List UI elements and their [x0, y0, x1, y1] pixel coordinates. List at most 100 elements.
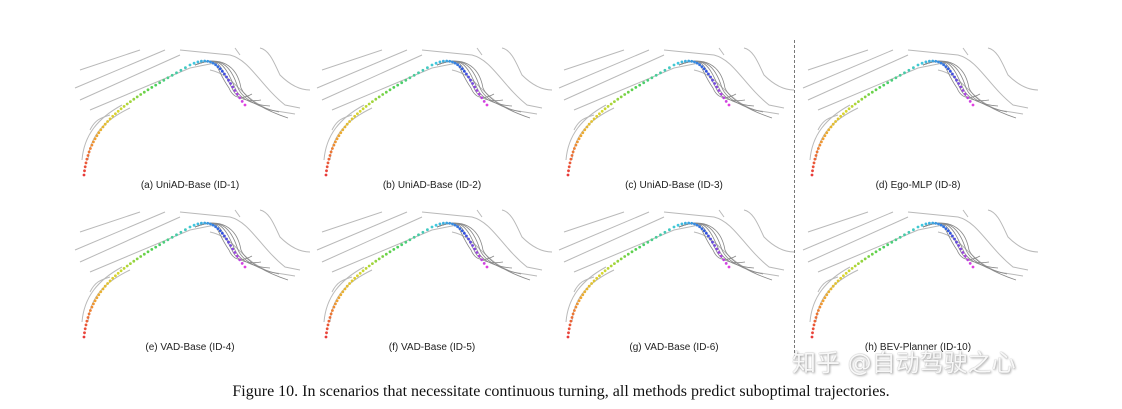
road-line	[573, 276, 595, 293]
trajectory-point	[825, 131, 829, 135]
trajectory-point	[595, 276, 599, 280]
trajectory-point	[690, 59, 694, 63]
trajectory-point	[567, 169, 570, 173]
scene-svg	[558, 209, 795, 339]
panel-label: (g) VAD-Base (ID-6)	[629, 342, 719, 353]
trajectory-point	[818, 143, 822, 147]
trajectory-point	[903, 233, 906, 237]
trajectory-point	[567, 331, 570, 335]
trajectory-point	[223, 72, 226, 76]
trajectory-point	[243, 265, 247, 269]
trajectory-point	[339, 293, 343, 297]
trajectory-point	[811, 169, 814, 173]
trajectory-point	[924, 222, 928, 226]
trajectory-point	[820, 302, 823, 306]
trajectory-point	[654, 235, 658, 239]
trajectory-point	[634, 248, 638, 251]
trajectory-point	[646, 240, 650, 244]
trajectory-point	[326, 161, 330, 165]
trajectory-point	[812, 323, 816, 327]
trajectory-point	[609, 264, 613, 268]
trajectory-point	[223, 234, 226, 238]
trajectory-point	[325, 327, 329, 331]
trajectory-point	[448, 221, 452, 225]
trajectory-point	[122, 267, 126, 270]
trajectory-point	[114, 112, 117, 116]
trajectory-point	[592, 117, 596, 121]
trajectory-point	[569, 157, 573, 161]
trajectory-point	[659, 71, 662, 75]
trajectory-point	[870, 252, 874, 256]
trajectory-point	[188, 63, 192, 67]
trajectory-point	[829, 125, 833, 129]
trajectory-point	[473, 247, 477, 251]
trajectory-point	[129, 262, 132, 265]
trajectory-point	[928, 221, 931, 225]
trajectory-point	[353, 276, 357, 280]
road-line	[89, 276, 111, 293]
trajectory-point	[571, 312, 575, 316]
trajectory-point	[364, 267, 368, 270]
trajectory-point	[367, 264, 371, 268]
trajectory-point	[590, 282, 593, 285]
trajectory-point	[83, 165, 87, 169]
trajectory-point	[709, 237, 712, 241]
trajectory-point	[815, 312, 819, 316]
trajectory-point	[839, 114, 843, 118]
trajectory-point	[325, 331, 328, 335]
trajectory-point	[348, 120, 351, 123]
trajectory-point	[579, 296, 583, 300]
trajectory-point	[469, 240, 472, 244]
trajectory-point	[445, 59, 449, 63]
trajectory-point	[384, 90, 388, 94]
trajectory-point	[574, 143, 578, 147]
trajectory-point	[238, 258, 242, 262]
road-line	[817, 276, 839, 293]
trajectory-point	[939, 223, 943, 227]
road-line	[476, 209, 483, 218]
trajectory-point	[959, 247, 963, 251]
trajectory-point	[719, 254, 723, 258]
trajectory-point	[243, 103, 247, 107]
trajectory-point	[568, 161, 572, 165]
trajectory-point	[811, 331, 814, 335]
road-line	[331, 114, 353, 131]
trajectory-point	[86, 154, 90, 157]
trajectory-point	[668, 66, 671, 70]
trajectory-point	[585, 125, 589, 129]
trajectory-point	[663, 230, 667, 234]
trajectory-point	[570, 154, 574, 157]
trajectory-point	[626, 90, 630, 94]
predicted-path	[436, 222, 513, 269]
trajectory-point	[233, 89, 237, 92]
trajectory-point	[576, 140, 579, 144]
trajectory-point	[192, 223, 196, 227]
road-line	[987, 209, 1039, 253]
trajectory-point	[135, 257, 139, 261]
trajectory-point	[448, 59, 452, 63]
trajectory-point	[894, 76, 898, 80]
trajectory-point	[324, 335, 328, 339]
trajectory-point	[125, 102, 129, 106]
scene-svg	[74, 47, 311, 177]
trajectory-point	[722, 258, 726, 262]
trajectory-point	[179, 230, 183, 234]
trajectory-point	[166, 238, 170, 242]
road-line	[316, 211, 408, 251]
trajectory-point	[727, 103, 731, 107]
road-line	[234, 209, 241, 218]
trajectory-point	[613, 262, 616, 265]
trajectory-point	[576, 302, 579, 306]
panel-d: (d) Ego-MLP (ID-8)	[798, 10, 1039, 200]
panel-g: (g) VAD-Base (ID-6)	[554, 172, 795, 362]
road-line	[79, 216, 181, 263]
trajectory-point	[90, 143, 94, 147]
trajectory-point	[421, 230, 425, 234]
road-line	[807, 49, 869, 71]
panel-label: (c) UniAD-Base (ID-3)	[625, 180, 723, 191]
trajectory-point	[122, 105, 126, 108]
road-line	[807, 54, 909, 101]
road-line	[663, 211, 785, 271]
trajectory-point	[442, 221, 445, 225]
trajectory-point	[92, 140, 95, 144]
